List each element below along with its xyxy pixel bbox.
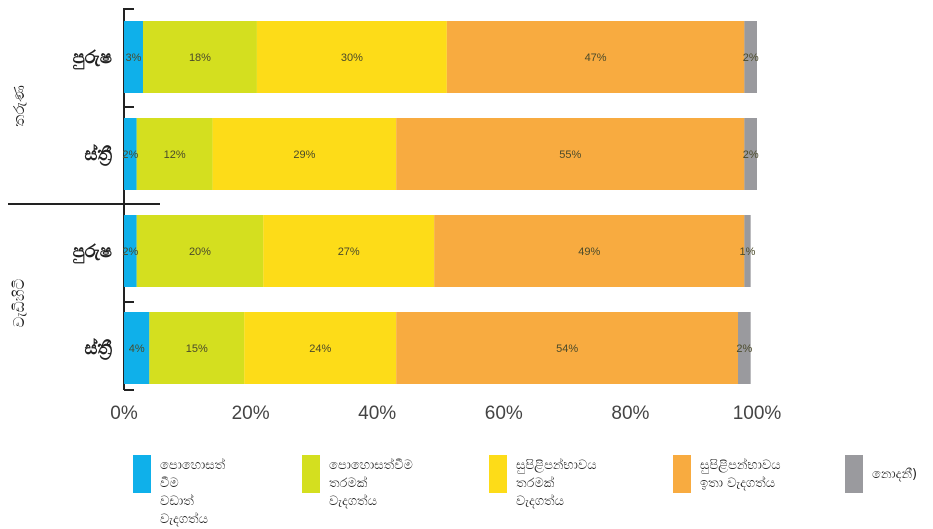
chart-legend: පොහොසත් වීම වඩාත් වැදගත්ය පොහොසත්වීම තරමක…: [0, 455, 933, 527]
data-label-r0-s1: 18%: [189, 52, 211, 64]
bar-segment-r2-s0: [124, 215, 137, 287]
legend-label: පොහොසත්වීම තරමක් වැදගත්ය: [329, 458, 413, 509]
chart-labels: 3% 18% 30% 47% 2% පුරුෂ 2% 12% 29% 55% 2% ස්ත්‍රී 2%…: [10, 47, 781, 424]
data-label-r3-s2: 24%: [309, 343, 331, 355]
category-label: පුරුෂ: [73, 241, 112, 263]
legend-label: සුපිළිපන්භාවය තරමක් වැදගත්ය: [516, 458, 597, 509]
data-label-r2-s1: 20%: [189, 246, 211, 258]
legend-label: නොදනී): [872, 467, 918, 482]
data-label-r2-s2: 27%: [338, 246, 360, 258]
x-tick-label: 20%: [232, 403, 270, 424]
x-tick-label: 80%: [611, 403, 649, 424]
x-tick-label: 60%: [485, 403, 523, 424]
bar-segment-r0-s3: [446, 21, 745, 93]
legend-swatch: [489, 455, 507, 493]
x-tick-label: 100%: [733, 403, 782, 424]
group-label: වැඩිහිටි: [10, 278, 28, 327]
bar-segment-r3-s3: [396, 312, 739, 384]
group-label: තරුණ: [10, 85, 28, 127]
data-label-r1-s0: 2%: [122, 149, 138, 161]
data-label-r1-s3: 55%: [559, 149, 581, 161]
bar-segment-r2-s3: [434, 215, 745, 287]
data-label-r0-s2: 30%: [341, 52, 363, 64]
data-label-r1-s1: 12%: [164, 149, 186, 161]
bar-segment-r0-s0: [124, 21, 143, 93]
data-label-r2-s3: 49%: [578, 246, 600, 258]
data-label-r2-s0: 2%: [122, 246, 138, 258]
stacked-bar-chart: 3% 18% 30% 47% 2% පුරුෂ 2% 12% 29% 55% 2% ස්ත්‍රී 2%…: [8, 8, 781, 424]
legend-label: සුපිළිපන්භාවය ඉතා වැදගත්ය: [700, 458, 781, 491]
bar-segment-r1-s4: [744, 118, 757, 190]
data-label-r0-s0: 3%: [126, 52, 142, 64]
category-label: ස්ත්‍රී: [84, 143, 112, 166]
legend-label: පොහොසත් වීම වඩාත් වැදගත්ය: [160, 458, 226, 527]
legend-swatch: [133, 455, 151, 493]
data-label-r1-s4: 2%: [743, 149, 759, 161]
category-label: ස්ත්‍රී: [84, 337, 112, 360]
data-label-r3-s4: 2%: [736, 343, 752, 355]
data-label-r1-s2: 29%: [293, 149, 315, 161]
x-tick-label: 40%: [358, 403, 396, 424]
data-label-r0-s4: 2%: [743, 52, 759, 64]
legend-swatch: [845, 455, 863, 493]
bar-segment-r2-s4: [744, 215, 751, 287]
legend-swatch: [302, 455, 320, 493]
data-label-r3-s0: 4%: [129, 343, 145, 355]
bar-segment-r0-s1: [142, 21, 257, 93]
bar-segment-r0-s2: [256, 21, 447, 93]
bar-segment-r3-s0: [124, 312, 150, 384]
bar-segment-r2-s1: [136, 215, 264, 287]
category-label: පුරුෂ: [73, 47, 112, 69]
data-label-r3-s3: 54%: [556, 343, 578, 355]
bar-segment-r1-s2: [212, 118, 397, 190]
bar-segment-r2-s2: [263, 215, 435, 287]
data-label-r3-s1: 15%: [186, 343, 208, 355]
data-label-r0-s3: 47%: [585, 52, 607, 64]
bar-segment-r0-s4: [744, 21, 757, 93]
bar-segment-r1-s0: [124, 118, 137, 190]
bar-segment-r3-s2: [244, 312, 397, 384]
legend-swatch: [673, 455, 691, 493]
bar-segment-r1-s3: [396, 118, 745, 190]
chart-bars: [124, 21, 757, 384]
bar-segment-r1-s1: [136, 118, 213, 190]
bar-segment-r3-s1: [149, 312, 245, 384]
data-label-r2-s4: 1%: [740, 246, 756, 258]
bar-segment-r3-s4: [738, 312, 751, 384]
x-tick-label: 0%: [110, 403, 138, 424]
